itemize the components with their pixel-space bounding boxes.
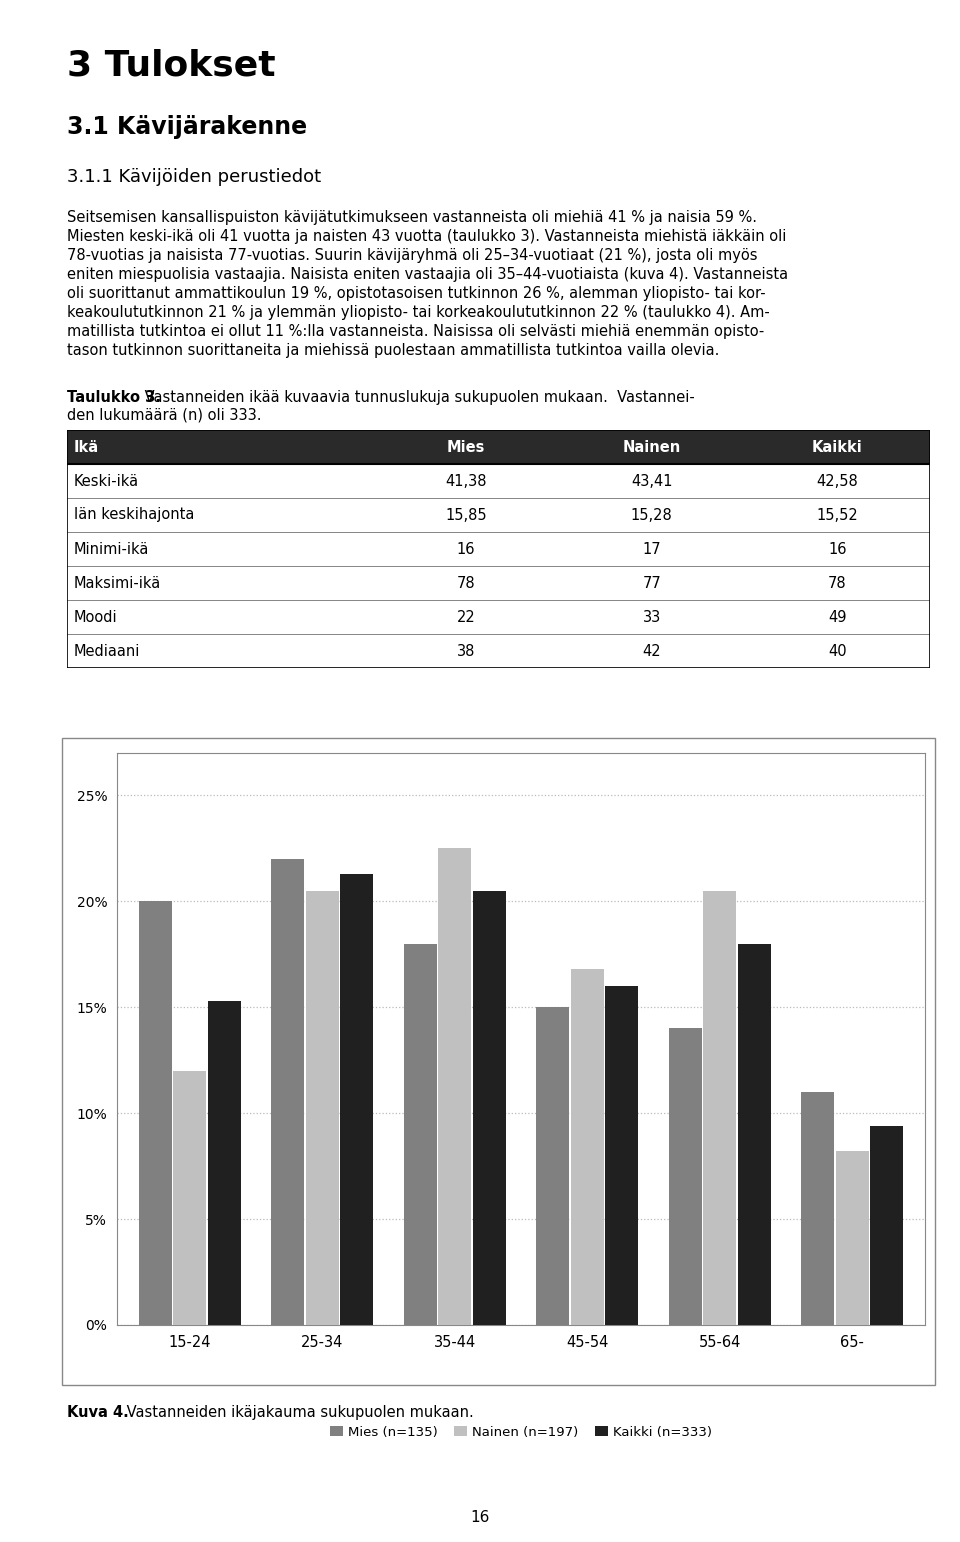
Text: 22: 22 — [457, 609, 475, 625]
Bar — [404, 944, 437, 1325]
Text: keakoulututkinnon 21 % ja ylemmän yliopisto- tai korkeakoulututkinnon 22 % (taul: keakoulututkinnon 21 % ja ylemmän yliopi… — [67, 305, 770, 321]
Bar — [67, 430, 373, 464]
Bar — [559, 430, 744, 464]
Text: 77: 77 — [642, 575, 661, 591]
Text: 3.1.1 Kävijöiden perustiedot: 3.1.1 Kävijöiden perustiedot — [67, 168, 322, 187]
Text: Nainen: Nainen — [622, 439, 681, 455]
Bar — [340, 874, 373, 1325]
Bar — [207, 1001, 241, 1325]
Text: den lukumäärä (n) oli 333.: den lukumäärä (n) oli 333. — [67, 407, 261, 423]
Bar — [272, 859, 304, 1325]
Text: Iän keskihajonta: Iän keskihajonta — [74, 507, 194, 523]
Text: 17: 17 — [642, 541, 661, 557]
Text: Kuva 4.: Kuva 4. — [67, 1405, 129, 1420]
Bar — [669, 1029, 702, 1325]
Text: 16: 16 — [470, 1510, 490, 1525]
Text: Miesten keski-ikä oli 41 vuotta ja naisten 43 vuotta (taulukko 3). Vastanneista : Miesten keski-ikä oli 41 vuotta ja naist… — [67, 230, 786, 244]
Text: Keski-ikä: Keski-ikä — [74, 473, 139, 489]
Text: 15,52: 15,52 — [816, 507, 858, 523]
Text: Maksimi-ikä: Maksimi-ikä — [74, 575, 161, 591]
Text: 42: 42 — [642, 643, 661, 658]
Text: eniten miespuolisia vastaajia. Naisista eniten vastaajia oli 35–44-vuotiaista (k: eniten miespuolisia vastaajia. Naisista … — [67, 267, 788, 282]
Bar — [472, 891, 506, 1325]
Text: 3.1 Kävijärakenne: 3.1 Kävijärakenne — [67, 116, 307, 139]
Text: 78: 78 — [457, 575, 475, 591]
Bar — [139, 901, 172, 1325]
Text: Vastanneiden ikäjakauma sukupuolen mukaan.: Vastanneiden ikäjakauma sukupuolen mukaa… — [122, 1405, 473, 1420]
Text: Ikä: Ikä — [74, 439, 99, 455]
Bar — [537, 1007, 569, 1325]
Text: 16: 16 — [457, 541, 475, 557]
Text: 3 Tulokset: 3 Tulokset — [67, 48, 276, 82]
Bar — [373, 430, 559, 464]
Text: Mediaani: Mediaani — [74, 643, 140, 658]
Bar — [174, 1070, 206, 1325]
Bar — [305, 891, 339, 1325]
Bar — [744, 430, 930, 464]
Bar — [438, 848, 471, 1325]
Bar — [737, 944, 771, 1325]
Text: Moodi: Moodi — [74, 609, 117, 625]
Text: 40: 40 — [828, 643, 847, 658]
Text: Taulukko 3.: Taulukko 3. — [67, 390, 161, 406]
Text: 16: 16 — [828, 541, 847, 557]
Text: matillista tutkintoa ei ollut 11 %:lla vastanneista. Naisissa oli selvästi miehi: matillista tutkintoa ei ollut 11 %:lla v… — [67, 324, 764, 339]
Text: Kaikki: Kaikki — [812, 439, 863, 455]
Text: oli suorittanut ammattikoulun 19 %, opistotasoisen tutkinnon 26 %, alemman yliop: oli suorittanut ammattikoulun 19 %, opis… — [67, 285, 766, 301]
Text: tason tutkinnon suorittaneita ja miehissä puolestaan ammatillista tutkintoa vail: tason tutkinnon suorittaneita ja miehiss… — [67, 342, 719, 358]
Text: Mies: Mies — [447, 439, 486, 455]
Text: Seitsemisen kansallispuiston kävijätutkimukseen vastanneista oli miehiä 41 % ja : Seitsemisen kansallispuiston kävijätutki… — [67, 210, 757, 225]
Text: 43,41: 43,41 — [631, 473, 672, 489]
Bar — [802, 1092, 834, 1325]
Text: 49: 49 — [828, 609, 847, 625]
Text: 15,28: 15,28 — [631, 507, 673, 523]
Bar — [870, 1126, 903, 1325]
Bar — [835, 1152, 869, 1325]
Bar — [605, 985, 638, 1325]
Text: Vastanneiden ikää kuvaavia tunnuslukuja sukupuolen mukaan.  Vastannei-: Vastanneiden ikää kuvaavia tunnuslukuja … — [140, 390, 695, 406]
Bar — [703, 891, 736, 1325]
Text: 38: 38 — [457, 643, 475, 658]
Text: Minimi-ikä: Minimi-ikä — [74, 541, 149, 557]
Bar — [570, 968, 604, 1325]
Text: 41,38: 41,38 — [445, 473, 487, 489]
Text: 78-vuotias ja naisista 77-vuotias. Suurin kävijäryhmä oli 25–34-vuotiaat (21 %),: 78-vuotias ja naisista 77-vuotias. Suuri… — [67, 248, 757, 264]
Text: 15,85: 15,85 — [445, 507, 487, 523]
Text: 78: 78 — [828, 575, 847, 591]
Text: 42,58: 42,58 — [816, 473, 858, 489]
Text: 33: 33 — [642, 609, 660, 625]
Legend: Mies (n=135), Nainen (n=197), Kaikki (n=333): Mies (n=135), Nainen (n=197), Kaikki (n=… — [324, 1420, 717, 1445]
